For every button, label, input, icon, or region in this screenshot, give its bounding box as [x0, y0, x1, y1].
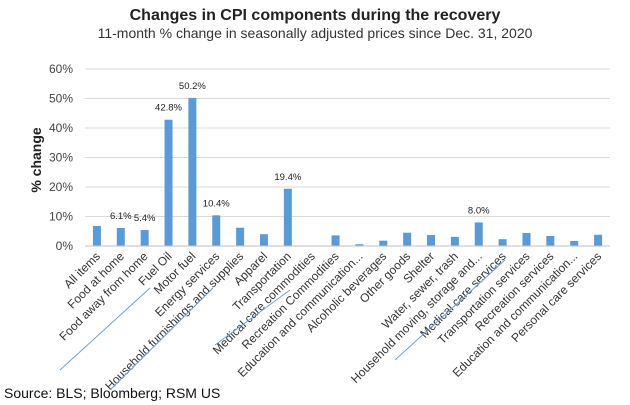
swoosh-line	[109, 287, 214, 391]
y-tick-label: 50%	[49, 92, 73, 106]
data-label: 50.2%	[179, 81, 206, 92]
bar	[379, 240, 388, 246]
y-axis-label: % change	[28, 127, 44, 193]
swoosh-line	[214, 289, 291, 346]
data-labels: 6.1% 5.4% 42.8% 50.2% 10.4% 19.4% 8.0%	[110, 81, 490, 224]
chart-title: Changes in CPI components during the rec…	[130, 7, 501, 24]
bar	[236, 227, 245, 246]
y-tick-label: 40%	[49, 121, 73, 135]
bar	[116, 228, 125, 246]
bar	[546, 235, 555, 246]
bar	[403, 232, 412, 246]
data-label: 8.0%	[468, 205, 490, 216]
bar	[188, 97, 197, 246]
bar	[522, 233, 531, 246]
source-note: Source: BLS; Bloomberg; RSM US	[4, 385, 220, 401]
data-label: 6.1%	[110, 211, 132, 222]
bar	[594, 234, 603, 246]
data-label: 10.4%	[203, 198, 230, 209]
bar	[283, 188, 292, 246]
chart-subtitle: 11-month % change in seasonally adjusted…	[98, 25, 533, 41]
y-tick-label: 10%	[49, 210, 73, 224]
bar	[355, 244, 364, 246]
data-label: 42.8%	[155, 103, 182, 114]
bar	[164, 119, 173, 246]
bars	[92, 97, 603, 246]
y-tick-label: 0%	[56, 239, 74, 253]
y-tick-label: 60%	[49, 62, 73, 76]
bar	[331, 235, 340, 246]
bar	[570, 240, 579, 246]
bar	[427, 235, 436, 246]
y-axis-ticks: 0% 10% 20% 30% 40% 50% 60%	[49, 62, 73, 253]
gridlines	[85, 68, 610, 217]
bar	[498, 239, 507, 246]
bar	[140, 230, 149, 246]
bar	[450, 236, 459, 246]
bar	[259, 234, 268, 246]
decorative-swooshes	[59, 259, 506, 391]
bar	[92, 225, 101, 246]
swoosh-line	[59, 287, 151, 371]
data-label: 19.4%	[274, 172, 301, 183]
y-tick-label: 30%	[49, 151, 73, 165]
data-label: 5.4%	[134, 213, 156, 224]
bar	[474, 222, 483, 246]
bar	[212, 215, 221, 246]
swoosh-line	[394, 259, 506, 361]
y-tick-label: 20%	[49, 180, 73, 194]
